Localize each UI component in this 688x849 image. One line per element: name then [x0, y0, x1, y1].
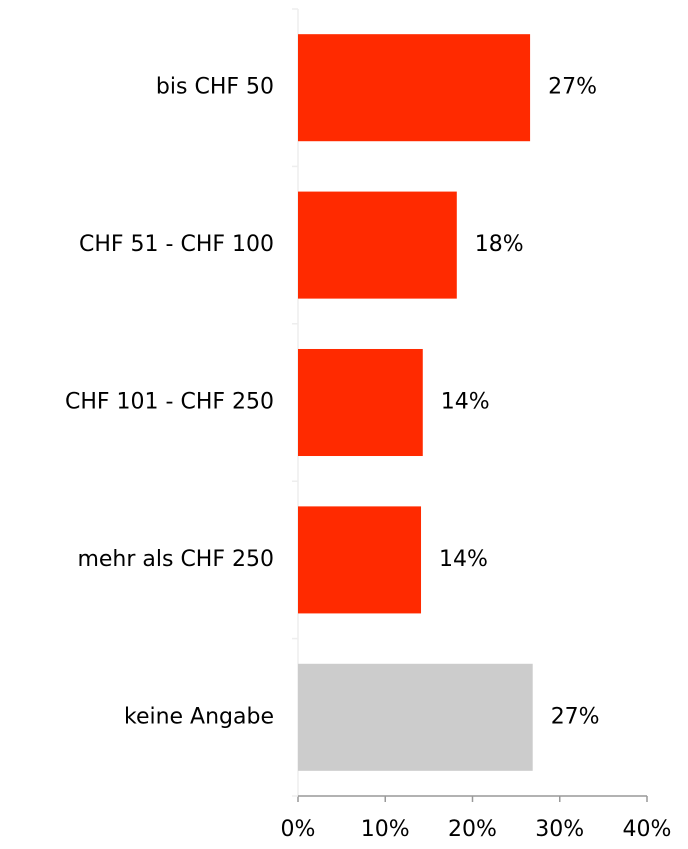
y-tick-label: keine Angabe — [124, 704, 274, 729]
x-tick-label: 10% — [361, 817, 410, 842]
y-tick-label: CHF 51 - CHF 100 — [79, 232, 274, 257]
x-tick-label: 0% — [281, 817, 316, 842]
y-tick-label: mehr als CHF 250 — [77, 547, 274, 572]
bar — [298, 348, 423, 457]
x-tick-label: 20% — [448, 817, 497, 842]
y-tick-label: CHF 101 - CHF 250 — [65, 390, 274, 415]
value-label: 14% — [439, 547, 488, 572]
bar — [298, 34, 531, 142]
bar — [298, 663, 533, 771]
value-label: 18% — [475, 232, 524, 257]
bar — [298, 506, 422, 614]
x-tick-label: 40% — [623, 817, 672, 842]
bar — [298, 191, 457, 299]
y-tick-label: bis CHF 50 — [156, 75, 274, 100]
value-label: 27% — [548, 75, 597, 100]
value-label: 27% — [551, 704, 600, 729]
value-label: 14% — [441, 390, 490, 415]
x-tick-label: 30% — [535, 817, 584, 842]
